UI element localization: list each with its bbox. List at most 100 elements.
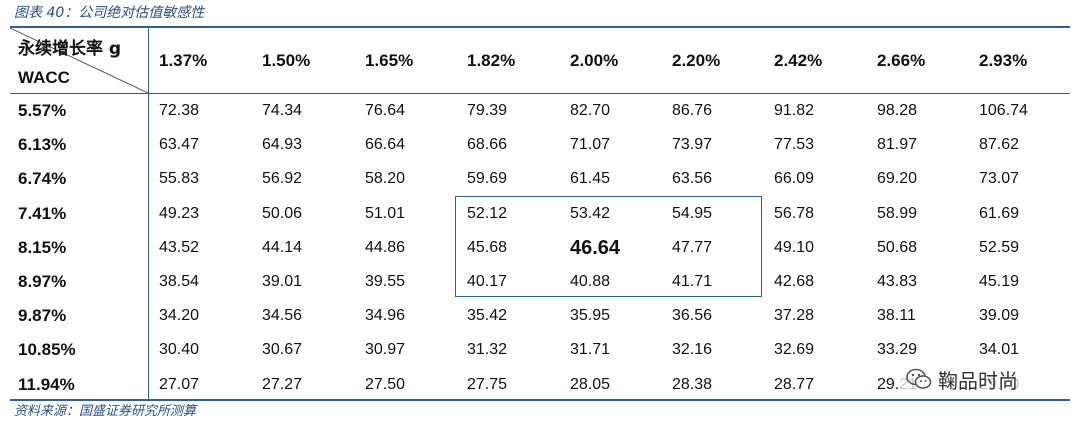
table-cell: 63.56 <box>672 170 713 188</box>
table-cell: 56.92 <box>262 170 303 188</box>
row-header-wacc: 10.85% <box>18 340 76 360</box>
table-cell: 46.64 <box>570 236 621 259</box>
row-header-wacc: 11.94% <box>18 374 75 394</box>
row-header-wacc: 6.13% <box>18 135 67 155</box>
wechat-icon <box>906 368 932 389</box>
table-cell: 37.28 <box>774 307 815 325</box>
column-header: 1.65% <box>365 51 414 70</box>
bottom-rule <box>10 399 1070 401</box>
table-cell: 28.77 <box>774 375 815 393</box>
table-cell: 49.23 <box>159 204 200 222</box>
table-cell: 34.96 <box>365 307 406 325</box>
table-cell: 63.47 <box>159 136 200 154</box>
table-cell: 66.64 <box>365 136 406 154</box>
table-cell: 34.56 <box>262 307 303 325</box>
table-cell: 77.53 <box>774 136 815 154</box>
table-cell: 31.32 <box>467 341 508 359</box>
table-cell: 73.97 <box>672 136 713 154</box>
table-cell: 44.14 <box>262 238 303 256</box>
table-cell: 34.01 <box>979 341 1020 359</box>
highlight-box <box>455 196 762 297</box>
table-cell: 27.50 <box>365 375 406 393</box>
column-header: 1.82% <box>467 51 516 70</box>
table-cell: 52.12 <box>467 204 508 222</box>
table-cell: 39.55 <box>365 273 406 290</box>
table-cell: 38.11 <box>877 307 916 325</box>
table-cell: 34.20 <box>159 307 200 325</box>
table-cell: 39.09 <box>979 307 1020 325</box>
table-cell: 27.75 <box>467 375 508 393</box>
table-cell: 81.97 <box>877 136 918 154</box>
table-cell: 44.86 <box>365 238 406 256</box>
table-cell: 42.68 <box>774 273 815 290</box>
table-cell: 38.54 <box>159 273 200 290</box>
source-note: 资料来源：国盛证券研究所测算 <box>14 404 197 419</box>
table-cell: 58.20 <box>365 170 406 188</box>
table-cell: 72.38 <box>159 102 200 119</box>
table-cell: 43.83 <box>877 273 918 290</box>
table-cell: 40.88 <box>570 273 611 290</box>
table-cell: 106.74 <box>979 102 1028 119</box>
table-cell: 53.42 <box>570 204 611 222</box>
table-cell: 82.70 <box>570 102 611 119</box>
table-corner-cell: 永续增长率 g WACC <box>10 28 148 93</box>
table-cell: 45.19 <box>979 273 1020 290</box>
table-cell: 58.99 <box>877 204 918 222</box>
table-cell: 98.28 <box>877 102 918 119</box>
table-cell: 71.07 <box>570 136 611 154</box>
column-header: 2.66% <box>877 51 926 70</box>
row-header-wacc: 9.87% <box>18 306 67 326</box>
table-cell: 69.20 <box>877 170 918 188</box>
table-cell: 50.68 <box>877 238 918 256</box>
table-cell: 30.40 <box>159 341 200 359</box>
table-cell: 50.06 <box>262 204 303 222</box>
table-cell: 40.17 <box>467 273 508 290</box>
table-cell: 54.95 <box>672 204 713 222</box>
table-cell: 35.42 <box>467 307 508 325</box>
table-cell: 39.01 <box>262 273 303 290</box>
table-cell: 28.05 <box>570 375 611 393</box>
table-cell: 55.83 <box>159 170 200 188</box>
table-cell: 52.59 <box>979 238 1020 256</box>
table-cell: 86.76 <box>672 102 713 119</box>
top-rule <box>10 26 1070 28</box>
table-cell: 27.07 <box>159 375 200 393</box>
table-cell: 51.01 <box>365 204 406 222</box>
table-cell: 33.29 <box>877 341 918 359</box>
figure-title: 图表 40：公司绝对估值敏感性 <box>14 5 205 21</box>
table-cell: 35.95 <box>570 307 611 325</box>
table-cell: 36.56 <box>672 307 713 325</box>
corner-diagonal <box>10 28 148 93</box>
table-cell: 66.09 <box>774 170 815 188</box>
table-cell: 43.52 <box>159 238 200 256</box>
table-cell: 28.38 <box>672 375 713 393</box>
table-cell: 30.97 <box>365 341 406 359</box>
column-header: 2.00% <box>570 51 619 70</box>
table-cell: 74.34 <box>262 102 303 119</box>
table-cell: 64.93 <box>262 136 303 154</box>
table-cell: 61.45 <box>570 170 611 188</box>
table-cell: 30.67 <box>262 341 303 359</box>
table-cell: 87.62 <box>979 136 1020 154</box>
table-cell: 91.82 <box>774 102 815 119</box>
row-header-wacc: 8.97% <box>18 272 67 291</box>
table-cell: 73.07 <box>979 170 1020 188</box>
table-cell: 68.66 <box>467 136 508 154</box>
table-cell: 32.69 <box>774 341 815 359</box>
table-cell: 61.69 <box>979 204 1020 222</box>
table-cell: 27.27 <box>262 375 303 393</box>
column-header: 2.42% <box>774 51 823 70</box>
corner-wacc-label: WACC <box>18 68 70 87</box>
table-cell: 45.68 <box>467 238 508 256</box>
table-cell: 41.71 <box>672 273 713 290</box>
header-rule <box>10 93 1070 94</box>
table-cell: 31.71 <box>570 341 611 359</box>
corner-growth-label: 永续增长率 g <box>18 39 122 59</box>
table-cell: 56.78 <box>774 204 815 222</box>
column-header: 1.50% <box>262 51 311 70</box>
table-cell: 59.69 <box>467 170 508 188</box>
watermark-text: 鞠品时尚 <box>938 368 1018 393</box>
table-cell: 47.77 <box>672 238 713 256</box>
row-header-divider <box>148 28 149 399</box>
table-cell: 79.39 <box>467 102 508 119</box>
